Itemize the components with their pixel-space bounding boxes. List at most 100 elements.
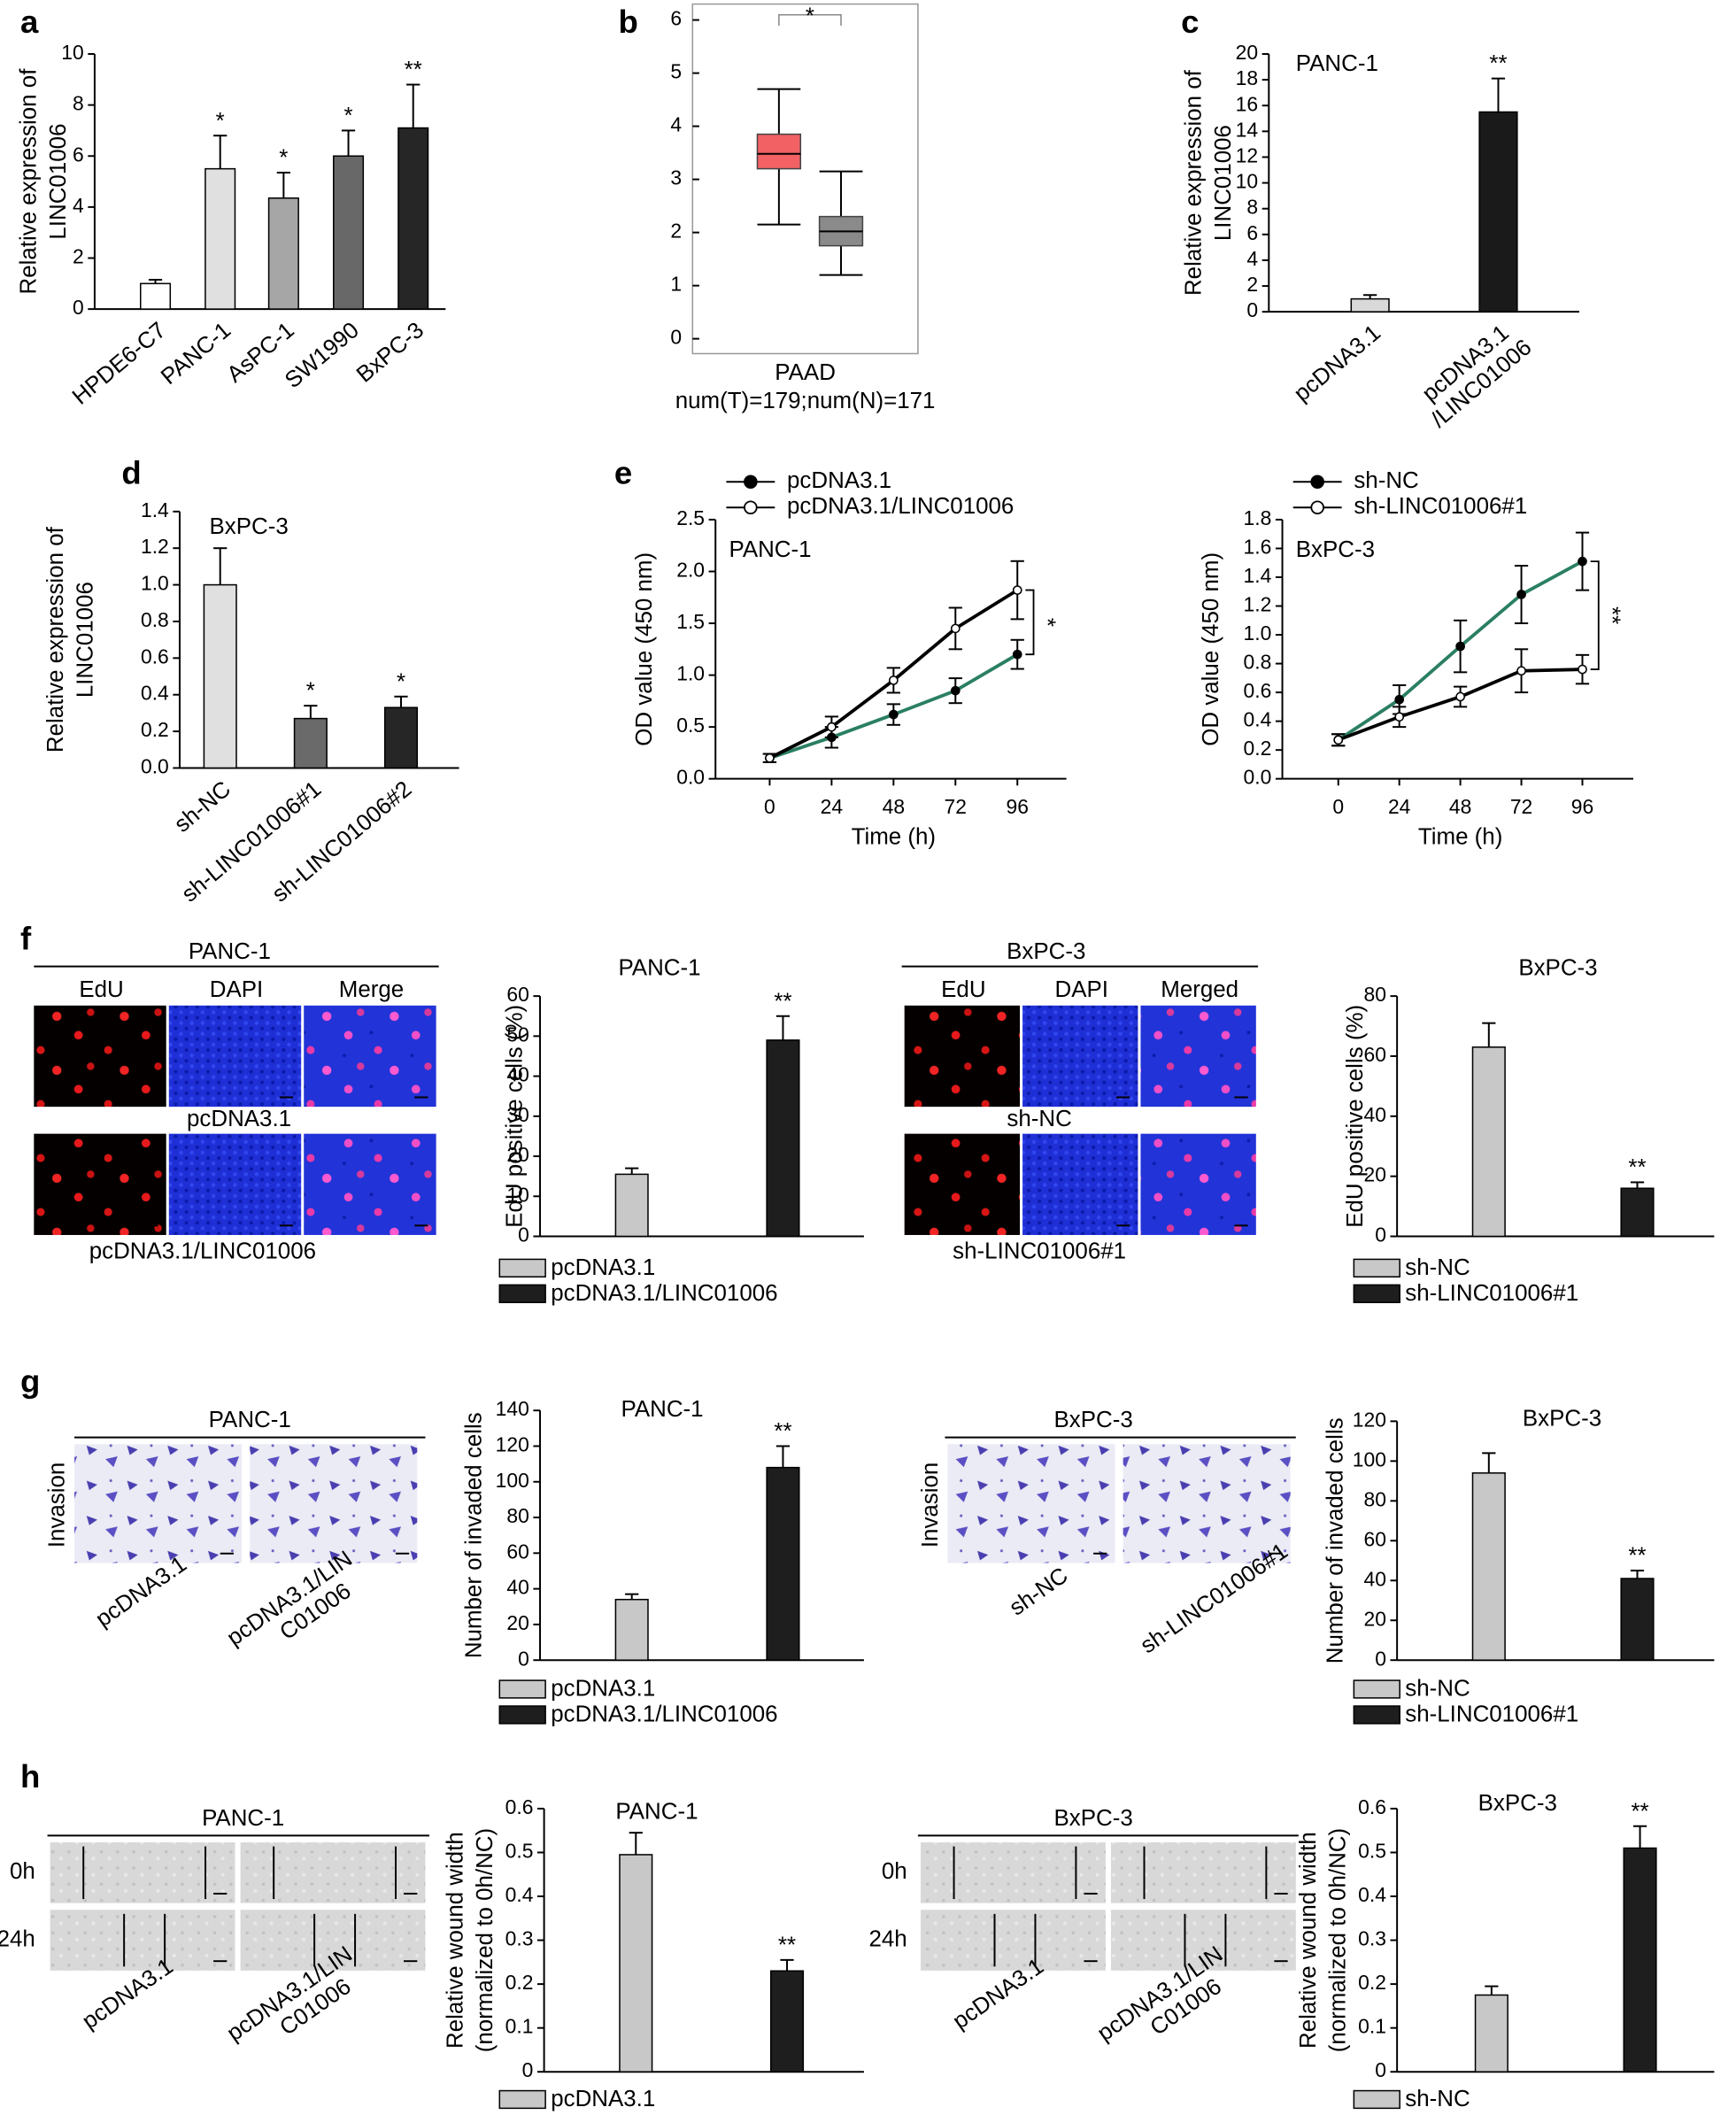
point <box>1578 556 1587 567</box>
y-axis-label: Relative expression of <box>43 526 68 753</box>
y-axis-label: LINC01006 <box>46 124 71 240</box>
y-tick-label: 120 <box>496 1432 529 1455</box>
y-axis-label: (normalized to 0h/NC) <box>1325 1828 1350 2052</box>
bar <box>333 155 365 310</box>
significance: * <box>306 679 315 704</box>
x-tick-label-group: pcDNA3.1/LINC01006 <box>1417 320 1536 433</box>
x-tick-label-group: PANC-1 <box>157 318 235 390</box>
y-tick-label: 4 <box>670 113 682 136</box>
y-tick-label: 60 <box>1363 1043 1385 1066</box>
legend-label: sh-NC <box>1354 468 1418 493</box>
y-axis-label: EdU positive cells (%) <box>1343 1005 1368 1228</box>
bar <box>1620 1187 1655 1238</box>
bar <box>1350 297 1390 313</box>
image-title: PANC-1 <box>202 1806 284 1831</box>
y-tick-label: 2 <box>670 220 682 243</box>
column-label-group: pcDNA3.1/LINC01006 <box>222 1547 357 1651</box>
row-label: 24h <box>868 1926 907 1951</box>
micrograph <box>74 1444 243 1563</box>
legend-marker <box>744 475 758 490</box>
bar <box>619 1854 653 2073</box>
y-tick-label: 0.6 <box>141 645 169 668</box>
legend-label: sh-NC <box>1405 1677 1470 1702</box>
chart-title: PANC-1 <box>618 955 700 980</box>
point <box>765 753 775 763</box>
panel-letter: b <box>618 4 637 40</box>
y-tick-label: 2.0 <box>676 559 705 582</box>
image-title: BxPC-3 <box>1053 1806 1132 1831</box>
x-tick-label: 96 <box>1571 795 1593 818</box>
significance: ** <box>405 58 422 82</box>
y-tick-label: 0.6 <box>1358 1795 1386 1818</box>
significance: ** <box>1628 1544 1646 1569</box>
y-tick-label: 0.0 <box>676 766 705 789</box>
bar <box>766 1039 800 1238</box>
side-label: Invasion <box>45 1463 70 1548</box>
significance: ** <box>1489 51 1507 76</box>
y-tick-label: 40 <box>506 1576 529 1599</box>
y-tick-label: 120 <box>1353 1408 1386 1431</box>
micrograph <box>250 1444 418 1563</box>
y-tick-label: 0.3 <box>505 1927 534 1950</box>
y-tick-label: 6 <box>73 143 84 166</box>
chart-title: BxPC-3 <box>1478 1791 1557 1816</box>
legend-label: pcDNA3.1 <box>551 1677 655 1702</box>
legend-marker <box>744 500 758 515</box>
y-tick-label: 0.4 <box>505 1883 534 1906</box>
column-label: DAPI <box>210 977 263 1002</box>
bar <box>1478 111 1518 313</box>
y-tick-label: 100 <box>496 1469 529 1492</box>
panel-letter: f <box>20 920 32 956</box>
chart-title: PANC-1 <box>729 537 811 562</box>
micrograph <box>240 1842 426 1903</box>
micrograph <box>1110 1842 1296 1903</box>
bar <box>769 1970 805 2073</box>
y-tick-label: 80 <box>1363 1487 1385 1510</box>
point <box>1333 735 1344 745</box>
panel-letter: e <box>614 454 632 490</box>
micrograph <box>50 1842 235 1903</box>
micrograph <box>240 1910 426 1971</box>
legend-swatch <box>1353 1284 1400 1303</box>
subtitle: num(T)=179;num(N)=171 <box>675 389 936 413</box>
significance: * <box>279 146 288 171</box>
y-tick-label: 20 <box>1236 41 1258 64</box>
box <box>756 133 802 170</box>
y-tick-label: 1.6 <box>1244 536 1272 559</box>
y-tick-label: 20 <box>1363 1607 1385 1630</box>
y-axis-label: Relative expression of <box>1181 69 1206 296</box>
micrograph <box>1123 1444 1291 1563</box>
significance: ** <box>774 1419 791 1444</box>
significance: * <box>397 669 405 694</box>
y-tick-label: 60 <box>506 983 529 1006</box>
y-tick-label: 0.2 <box>141 718 169 741</box>
legend-label: pcDNA3.1 <box>551 1255 655 1280</box>
micrograph <box>1022 1005 1138 1108</box>
y-tick-label: 0.5 <box>676 714 705 737</box>
legend-swatch <box>498 1258 546 1278</box>
y-tick-label: 0.1 <box>1358 2015 1386 2038</box>
y-tick-label: 14 <box>1236 118 1259 141</box>
y-tick-label: 0 <box>522 2058 534 2081</box>
y-axis-label: (normalized to 0h/NC) <box>473 1828 498 2052</box>
y-tick-label: 18 <box>1236 66 1258 89</box>
significance: * <box>216 109 225 134</box>
micrograph <box>1022 1133 1138 1235</box>
y-tick-label: 12 <box>1236 143 1258 166</box>
column-label: EdU <box>941 977 985 1002</box>
point <box>950 685 961 696</box>
point <box>1394 712 1405 722</box>
row-label: 0h <box>10 1859 35 1884</box>
y-tick-label: 16 <box>1236 92 1258 115</box>
y-tick-label: 0 <box>1375 1223 1386 1247</box>
y-tick-label: 2 <box>1246 273 1258 296</box>
y-tick-label: 0.0 <box>1244 766 1272 789</box>
row-label: 0h <box>882 1859 907 1884</box>
point <box>1455 641 1465 652</box>
y-axis-label: Number of invaded cells <box>462 1412 487 1658</box>
micrograph <box>34 1133 166 1235</box>
x-tick-label: BxPC-3 <box>352 318 428 388</box>
y-axis-label: Relative wound width <box>1296 1832 1321 2049</box>
y-axis-label: OD value (450 nm) <box>632 552 657 746</box>
y-tick-label: 0.5 <box>505 1840 534 1863</box>
